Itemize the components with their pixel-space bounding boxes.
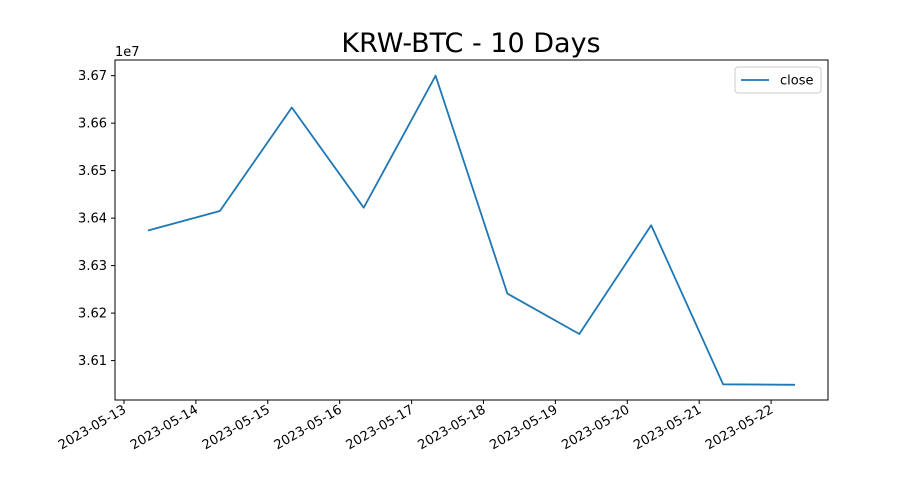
- chart-title: KRW-BTC - 10 Days: [341, 28, 600, 59]
- legend-box: [734, 66, 822, 94]
- y-axis-offset-label: 1e7: [115, 45, 140, 60]
- series-layer: [147, 74, 796, 386]
- x-tick-label: 2023-05-19: [487, 402, 560, 453]
- x-tick-label: 2023-05-14: [128, 402, 201, 453]
- x-tick-label: 2023-05-20: [559, 402, 632, 453]
- plot-area: [114, 59, 829, 401]
- y-tick-label: 3.63: [78, 259, 107, 274]
- y-tick-label: 3.67: [78, 69, 107, 84]
- legend: close: [734, 66, 822, 94]
- x-tick-label: 2023-05-15: [200, 402, 273, 453]
- series-line-close: [147, 74, 796, 386]
- x-axis: 2023-05-132023-05-142023-05-152023-05-16…: [56, 400, 776, 453]
- y-axis: 3.61 3.62 3.63 3.64 3.65 3.66 3.67: [78, 69, 115, 369]
- legend-label: close: [780, 74, 813, 89]
- y-tick-label: 3.61: [78, 354, 107, 369]
- y-tick-label: 3.65: [78, 164, 107, 179]
- y-tick-label: 3.66: [78, 117, 107, 132]
- axes-frame: [114, 59, 829, 401]
- x-tick-label: 2023-05-22: [703, 402, 776, 453]
- x-tick-label: 2023-05-13: [56, 402, 129, 453]
- x-tick-label: 2023-05-18: [416, 402, 489, 453]
- x-tick-label: 2023-05-17: [344, 402, 417, 453]
- x-tick-label: 2023-05-21: [631, 402, 704, 453]
- y-tick-label: 3.64: [78, 212, 107, 227]
- y-tick-label: 3.62: [78, 307, 107, 322]
- x-tick-label: 2023-05-16: [272, 402, 345, 453]
